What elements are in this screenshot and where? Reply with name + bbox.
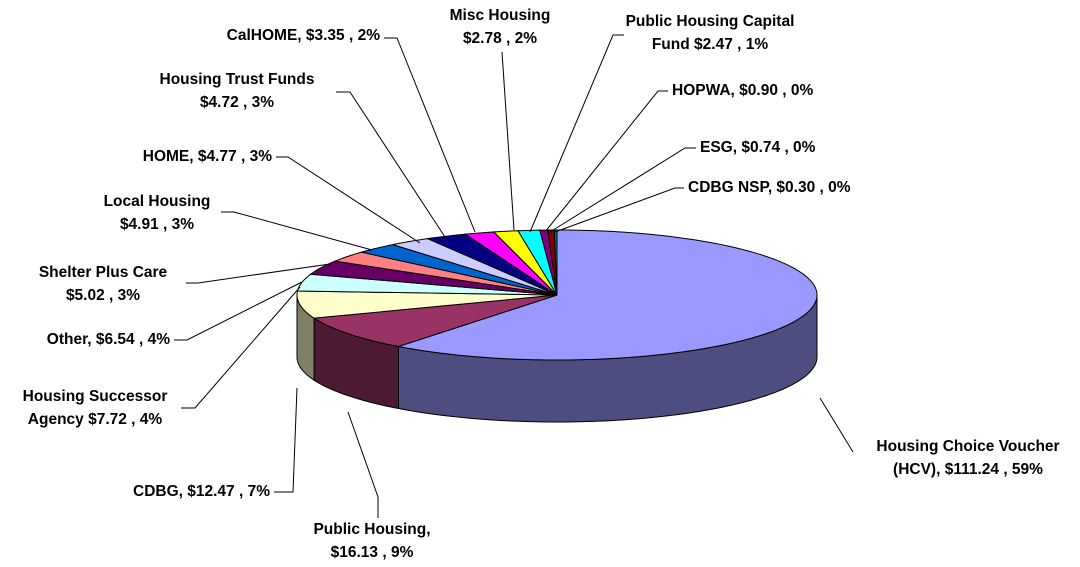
leader-line — [384, 37, 476, 233]
data-label: $4.72 , 3% — [200, 94, 274, 111]
data-label: ESG, $0.74 , 0% — [700, 139, 816, 156]
leader-line — [819, 397, 854, 453]
data-label: Public Housing Capital — [626, 13, 795, 30]
slice — [398, 229, 818, 361]
data-label: CDBG, $12.47 , 7% — [133, 483, 270, 500]
data-label: HOME, $4.77 , 3% — [143, 148, 272, 165]
data-label: CalHOME, $3.35 , 2% — [227, 27, 381, 44]
data-label: $16.13 , 9% — [331, 544, 414, 561]
slice — [492, 230, 558, 296]
slice — [309, 260, 558, 296]
data-label: Local Housing — [104, 193, 211, 210]
leader-line — [181, 286, 301, 409]
data-label: Shelter Plus Care — [39, 264, 168, 281]
data-label: $4.91 , 3% — [120, 216, 194, 233]
slice — [392, 238, 558, 296]
data-label: $2.78 , 2% — [463, 30, 537, 47]
data-label: $5.02 , 3% — [66, 287, 140, 304]
data-label: Agency $7.72 , 4% — [28, 411, 163, 428]
slice — [463, 231, 558, 296]
data-label: Housing Choice Voucher — [876, 438, 1059, 455]
slice — [296, 290, 558, 319]
slice — [553, 229, 558, 296]
slice — [425, 233, 558, 296]
leader-line — [274, 387, 298, 493]
leader-line — [174, 281, 303, 341]
leader-line — [544, 90, 668, 233]
data-label: HOPWA, $0.90 , 0% — [672, 82, 813, 99]
data-label: Fund $2.47 , 1% — [652, 36, 769, 53]
slice — [333, 251, 558, 296]
data-label: Housing Successor — [23, 388, 168, 405]
data-label: Housing Trust Funds — [160, 71, 315, 88]
leader-line — [276, 156, 421, 244]
leader-line — [186, 263, 331, 284]
leader-line — [336, 91, 446, 238]
leader-line — [549, 147, 696, 233]
leader-line — [501, 51, 515, 231]
leader-line — [554, 187, 684, 233]
leader-line — [347, 411, 379, 518]
data-label: (HCV), $111.24 , 59% — [893, 461, 1043, 478]
slice — [361, 244, 558, 296]
data-label: Misc Housing — [450, 7, 551, 24]
leader-line — [529, 34, 624, 233]
data-label: Public Housing, — [313, 521, 430, 538]
leader-line — [221, 211, 373, 251]
slice — [312, 294, 558, 348]
data-label: CDBG NSP, $0.30 , 0% — [688, 179, 851, 196]
data-label: Other, $6.54 , 4% — [47, 331, 170, 348]
slice — [517, 229, 558, 296]
